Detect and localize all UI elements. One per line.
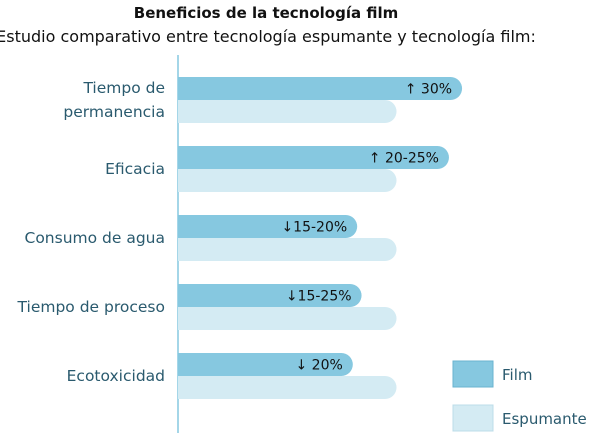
bar-film-0	[178, 77, 463, 100]
category-label-4: Ecotoxicidad	[67, 367, 165, 385]
category-labels: Tiempo de permanencia Eficacia Consumo de a…	[17, 79, 165, 385]
category-label-0-line0: Tiempo de	[82, 79, 165, 97]
chart-subtitle: Estudio comparativo entre tecnología esp…	[0, 27, 536, 46]
bar-film-3	[178, 284, 362, 307]
data-labels: ↑ 30% ↑ 20-25% ↓15-20% ↓15-25% ↓ 20%	[281, 82, 452, 374]
bar-espumante-3	[178, 307, 397, 330]
legend-swatch-film	[452, 360, 494, 388]
legend-swatch-espumante	[452, 404, 494, 432]
bar-film-4	[178, 353, 353, 376]
data-label-1: ↑ 20-25%	[369, 151, 439, 167]
bar-film-2	[178, 215, 358, 238]
bars-group	[178, 77, 463, 399]
bar-film-1	[178, 146, 449, 169]
category-label-0-line1: permanencia	[63, 103, 165, 121]
data-label-2: ↓15-20%	[281, 220, 347, 236]
chart-title: Beneficios de la tecnología film	[134, 4, 398, 22]
bar-espumante-0	[178, 100, 397, 123]
data-label-4: ↓ 20%	[296, 358, 343, 374]
data-label-3: ↓15-25%	[286, 289, 352, 305]
bar-espumante-1	[178, 169, 397, 192]
legend-label-espumante: Espumante	[502, 410, 587, 428]
category-label-2: Consumo de agua	[25, 229, 166, 247]
legend: Film Espumante	[452, 360, 587, 432]
legend-label-film: Film	[502, 366, 532, 384]
category-label-3: Tiempo de proceso	[17, 298, 165, 316]
bar-espumante-2	[178, 238, 397, 261]
data-label-0: ↑ 30%	[405, 82, 452, 98]
category-label-1: Eficacia	[105, 160, 165, 178]
bar-espumante-4	[178, 376, 397, 399]
